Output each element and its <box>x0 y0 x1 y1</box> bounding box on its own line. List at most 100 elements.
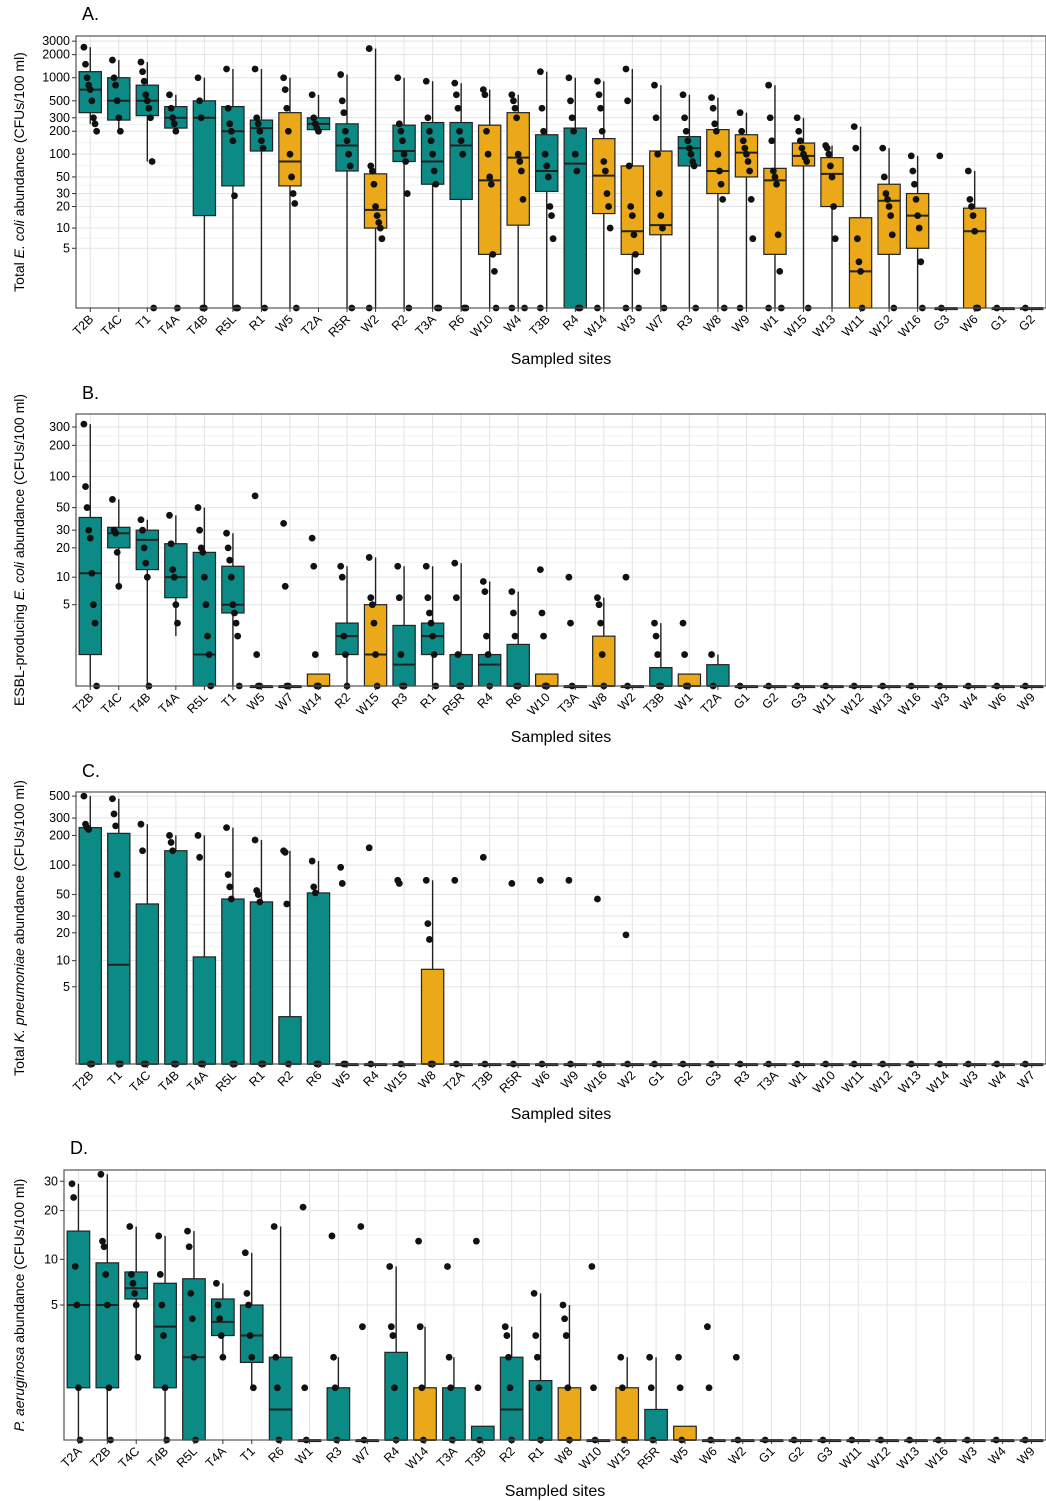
data-point <box>80 420 88 428</box>
data-point <box>109 795 116 803</box>
x-tick-label: W8 <box>552 1444 575 1467</box>
box-body <box>962 207 987 309</box>
data-point <box>110 810 118 818</box>
x-tick-label: R2 <box>332 690 353 711</box>
data-point <box>430 651 438 658</box>
data-point <box>679 619 687 627</box>
data-point <box>451 79 459 87</box>
box-body <box>470 1425 495 1441</box>
plot-frame <box>75 413 1046 687</box>
data-point <box>880 173 888 181</box>
x-tick-label: W13 <box>894 1444 922 1472</box>
data-point <box>765 81 773 89</box>
data-point <box>115 114 123 122</box>
data-point <box>714 150 722 158</box>
data-point <box>795 127 803 135</box>
x-tick-label: W2 <box>615 1068 638 1091</box>
box-body <box>135 903 160 1065</box>
x-tick-label: G1 <box>731 690 753 712</box>
data-point <box>624 97 631 105</box>
x-tick-label: T2A <box>698 690 725 717</box>
data-point <box>340 632 348 640</box>
box-R4 <box>477 581 502 687</box>
data-point <box>291 200 299 207</box>
data-point <box>716 167 723 175</box>
data-point <box>570 127 578 135</box>
x-tick-label: W1 <box>786 1068 809 1091</box>
data-point <box>315 127 322 135</box>
data-point <box>456 127 463 135</box>
x-tick-label: R1 <box>246 1068 267 1089</box>
data-point <box>831 235 839 243</box>
data-point <box>169 114 177 122</box>
data-point <box>594 594 601 602</box>
data-point <box>516 158 524 165</box>
box-T2B <box>78 796 102 1065</box>
x-tick-label: G3 <box>931 312 953 334</box>
data-point <box>109 56 116 64</box>
data-point <box>774 231 782 239</box>
x-tick-label: W16 <box>896 690 924 718</box>
box-body <box>268 1356 293 1441</box>
box-T2B <box>95 1174 120 1440</box>
data-point <box>167 104 175 112</box>
x-tick-label: G2 <box>785 1444 807 1466</box>
box-T4A <box>192 835 217 1065</box>
data-point <box>830 203 838 210</box>
x-tick-label: R5L <box>213 1068 239 1094</box>
data-point <box>561 1315 569 1323</box>
x-tick-label: W7 <box>350 1444 373 1467</box>
data-point <box>311 889 319 897</box>
y-axis-title: ESBL-producing E. coli abundance (CFUs/1… <box>11 394 27 706</box>
data-point <box>885 203 893 210</box>
x-tick-label: W10 <box>468 312 496 340</box>
panel-label: C. <box>82 761 100 781</box>
box-body <box>363 604 388 687</box>
data-point <box>115 582 123 590</box>
data-point <box>359 1323 366 1331</box>
data-point <box>205 651 213 658</box>
data-point <box>229 137 237 145</box>
box-R1 <box>528 1293 553 1441</box>
y-tick-label: 10 <box>44 1252 58 1266</box>
data-point <box>548 212 555 219</box>
data-point <box>536 876 544 884</box>
data-point <box>424 114 432 122</box>
y-tick-label: 10 <box>56 954 70 968</box>
y-tick-label: 10 <box>56 221 70 235</box>
y-tick-label: 3000 <box>42 34 70 48</box>
box-T4C <box>124 1226 149 1358</box>
box-body <box>335 123 359 172</box>
data-point <box>451 876 459 884</box>
box-body <box>107 832 131 1065</box>
x-tick-label: G2 <box>1016 312 1038 334</box>
data-point <box>311 651 319 658</box>
data-point <box>444 1263 451 1270</box>
x-tick-label: G1 <box>988 312 1010 334</box>
data-point <box>457 137 465 145</box>
data-point <box>199 548 207 556</box>
data-point <box>568 114 576 122</box>
box-body <box>192 100 217 217</box>
data-point <box>632 250 639 258</box>
box-W14 <box>413 1326 437 1441</box>
data-point <box>595 91 603 99</box>
data-point <box>337 562 345 570</box>
y-tick-label: 10 <box>56 570 70 584</box>
data-point <box>188 1315 196 1323</box>
data-point <box>368 601 376 609</box>
x-tick-label: W5 <box>330 1068 353 1091</box>
x-tick-label: T1 <box>133 312 153 332</box>
data-point <box>543 162 551 170</box>
data-point <box>651 81 658 89</box>
data-point <box>513 114 521 122</box>
data-point <box>888 231 896 239</box>
data-point <box>855 258 863 266</box>
data-point <box>281 582 289 590</box>
x-tick-label: R3 <box>389 690 410 711</box>
data-point <box>601 167 609 175</box>
data-point <box>134 1353 142 1361</box>
data-point <box>372 203 379 210</box>
y-tick-label: 30 <box>44 1174 58 1188</box>
data-point <box>571 150 579 158</box>
